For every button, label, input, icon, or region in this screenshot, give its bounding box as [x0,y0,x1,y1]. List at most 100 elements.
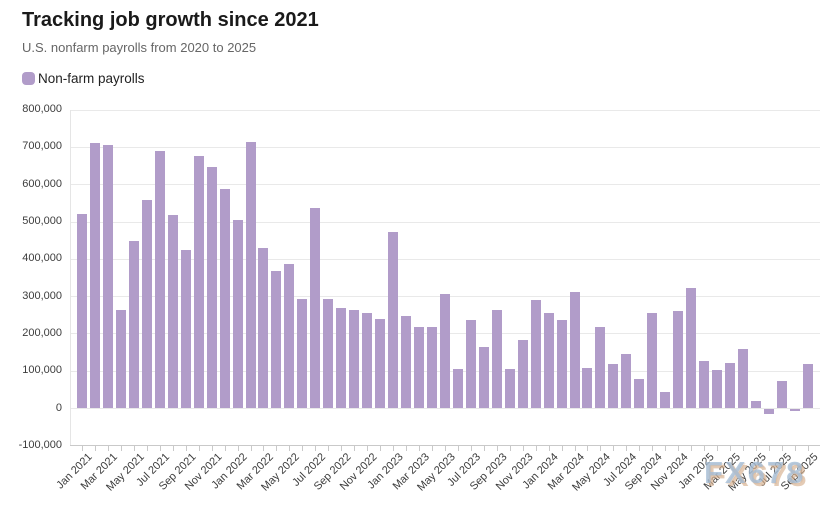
bar[interactable] [582,367,593,408]
legend-swatch-icon [22,72,35,85]
bar[interactable] [686,287,697,408]
bar[interactable] [180,249,191,408]
bar[interactable] [725,363,735,408]
x-axis-tick [717,445,718,451]
bar[interactable] [750,400,761,408]
x-axis-tick [743,445,744,451]
bar[interactable] [375,318,386,408]
bar[interactable] [128,241,139,408]
bar[interactable] [647,312,658,408]
bar[interactable] [802,363,813,408]
x-axis-tick [561,445,563,451]
page-title: Tracking job growth since 2021 [22,9,319,31]
x-axis-tick [146,445,148,451]
bar[interactable] [452,368,463,408]
bar[interactable] [595,327,606,408]
bar[interactable] [323,299,334,408]
gridline [70,258,820,260]
x-axis-tick [755,445,757,451]
y-axis-tick-label: 400,000 [22,252,62,265]
bar[interactable] [414,327,424,408]
bar[interactable] [491,310,502,408]
bar[interactable] [349,309,360,408]
bar[interactable] [336,307,347,408]
bar[interactable] [206,166,217,408]
page-subtitle: U.S. nonfarm payrolls from 2020 to 2025 [22,40,257,55]
gridline [70,146,820,148]
bar[interactable] [776,381,787,408]
bar[interactable] [673,310,684,408]
bar[interactable] [167,215,178,408]
x-axis-tick [794,445,796,451]
bar[interactable] [219,188,230,408]
y-axis-tick-label: 500,000 [22,215,62,227]
x-axis-tick [691,445,693,451]
x-axis-tick [276,445,278,451]
bar[interactable] [763,409,774,414]
x-axis-tick [237,445,239,451]
legend-item[interactable]: Non-farm payrolls [22,71,145,86]
x-axis-tick [574,445,576,451]
y-axis-line [70,109,71,446]
bar[interactable] [232,220,243,408]
bar[interactable] [465,320,476,408]
x-axis-tick [496,445,498,451]
bar[interactable] [426,327,437,408]
bar[interactable] [388,231,398,408]
bar[interactable] [193,155,204,408]
x-axis-tick [289,445,291,451]
gridline [70,221,820,223]
x-axis-tick [548,445,550,451]
bar[interactable] [258,247,269,408]
bar[interactable] [310,207,321,408]
bar[interactable] [699,361,710,408]
bar[interactable] [141,200,152,408]
bar[interactable] [634,378,645,408]
x-axis-tick [328,445,330,451]
x-axis-tick [107,445,109,451]
bar[interactable] [504,368,515,408]
gridline [70,184,820,186]
x-axis-tick [263,445,265,451]
y-axis-tick-label: 200,000 [22,326,62,339]
bar[interactable] [738,349,748,408]
x-axis-tick [613,445,615,451]
bar[interactable] [789,409,800,411]
bar[interactable] [271,270,282,408]
bar[interactable] [621,354,632,408]
bar[interactable] [284,264,295,408]
bar[interactable] [362,312,373,408]
x-axis-tick [768,445,770,451]
bar[interactable] [530,299,541,408]
x-axis-tick [470,445,472,451]
y-axis-tick-label: 800,000 [22,103,62,116]
bar[interactable] [102,145,113,408]
bar[interactable] [608,364,619,408]
bar[interactable] [154,151,165,408]
bar[interactable] [569,292,580,408]
bar[interactable] [401,315,411,408]
x-axis-tick [224,445,226,451]
x-axis-tick [730,445,731,451]
bar[interactable] [297,298,308,408]
x-axis-tick [587,445,589,451]
bar[interactable] [245,141,256,408]
x-axis-tick [120,445,122,451]
x-axis-tick [250,445,252,451]
x-axis-tick [652,445,654,451]
bar[interactable] [517,340,528,408]
bar[interactable] [660,392,671,408]
x-axis-tick [406,445,407,451]
gridline [70,408,820,409]
bar[interactable] [556,320,567,408]
x-axis-tick [133,445,135,451]
bar[interactable] [543,312,554,408]
x-axis-tick [367,445,369,451]
bar[interactable] [90,143,100,408]
x-axis-tick [198,445,200,451]
bar[interactable] [115,309,126,408]
bar[interactable] [77,214,87,408]
bar[interactable] [478,346,489,408]
bar[interactable] [712,370,722,408]
bar[interactable] [439,293,450,408]
